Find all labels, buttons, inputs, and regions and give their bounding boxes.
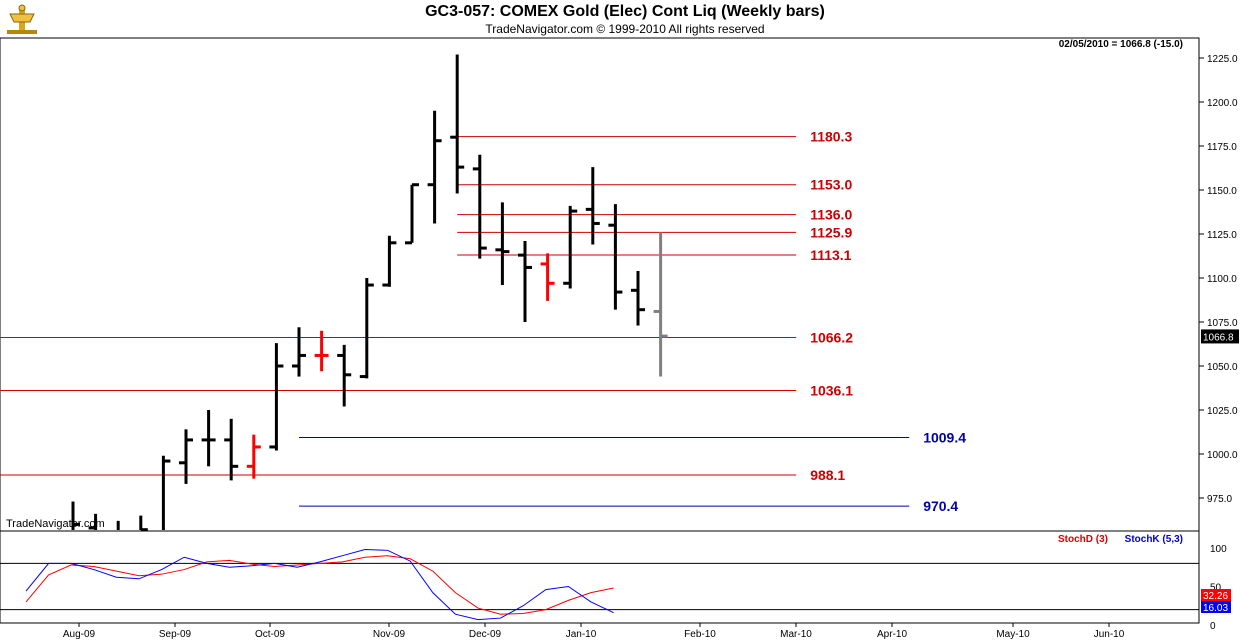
level-label: 1180.3: [810, 129, 852, 145]
level-label: 1113.1: [810, 247, 851, 263]
ohlc-bar: [427, 110, 442, 224]
price-tick-label: 1125.0: [1207, 230, 1237, 241]
date-tick-label: May-10: [996, 629, 1030, 640]
ohlc-bar: [269, 343, 284, 451]
ohlc-bar: [518, 241, 532, 322]
ohlc-bar: [246, 434, 261, 479]
ohlc-bar: [608, 204, 623, 310]
level-label: 988.1: [810, 467, 845, 483]
price-tick-label: 1150.0: [1207, 186, 1237, 197]
ohlc-bars: [71, 54, 668, 532]
date-tick-label: Feb-10: [684, 629, 716, 640]
stoch-tick-label: 50: [1210, 583, 1222, 594]
date-tick-label: Mar-10: [780, 629, 812, 640]
chart-title: GC3-057: COMEX Gold (Elec) Cont Liq (Wee…: [425, 3, 825, 20]
price-tick-label: 1075.0: [1207, 318, 1238, 329]
stoch-tick-label: 100: [1210, 544, 1227, 555]
ohlc-bar: [161, 455, 171, 530]
price-axis: 1225.0 1200.0 1175.0 1150.0 1125.0 1100.0 1075…: [1199, 54, 1239, 505]
ohlc-bar: [653, 232, 668, 377]
stochd-legend-label: StochD (3): [1058, 534, 1108, 545]
price-tick-label: 1100.0: [1207, 274, 1237, 285]
ohlc-bar: [631, 270, 645, 326]
tradenavigator-logo: [4, 4, 40, 36]
ohlc-bar: [71, 501, 80, 530]
current-price-tag: [1201, 329, 1239, 344]
price-tick-label: 975.0: [1207, 494, 1232, 505]
stoch-series-line: [25, 549, 614, 621]
ohlc-bar: [563, 205, 578, 289]
date-tick-label: Jan-10: [566, 629, 597, 640]
date-tick-label: Aug-09: [63, 629, 96, 640]
stoch-tick-label: 0: [1210, 621, 1216, 632]
ohlc-bar: [292, 327, 306, 377]
ohlc-bar: [405, 183, 419, 245]
price-tick-label: 1175.0: [1207, 142, 1237, 153]
stoch-value-label: 16.03: [1203, 603, 1228, 614]
date-tick-label: Apr-10: [877, 629, 907, 640]
level-label: 1036.1: [810, 382, 853, 398]
ohlc-bar: [359, 278, 374, 379]
ohlc-bar: [314, 330, 329, 372]
ohlc-bar: [201, 410, 216, 467]
ohlc-bar: [88, 513, 98, 530]
date-tick-label: Oct-09: [255, 629, 285, 640]
ohlc-bar: [495, 202, 510, 286]
level-label: 1125.9: [810, 224, 852, 240]
stoch-value-label: 32.26: [1203, 591, 1228, 602]
stoch-legend: StochD (3) StochK (5,3): [1058, 534, 1183, 545]
ohlc-bar: [585, 167, 600, 245]
level-label: 1153.0: [810, 177, 852, 193]
ohlc-bar: [472, 154, 487, 259]
ohlc-bar: [224, 418, 239, 481]
stoch-value-tag: [1201, 589, 1231, 601]
ohlc-bar: [450, 54, 465, 194]
date-tick-label: Jun-10: [1094, 629, 1125, 640]
level-label: 1136.0: [810, 207, 852, 223]
level-label: 1066.2: [810, 329, 853, 345]
price-tick-label: 1025.0: [1207, 406, 1238, 417]
last-quote-label: 02/05/2010 = 1066.8 (-15.0): [1059, 39, 1183, 50]
price-tick-label: 1000.0: [1207, 450, 1238, 461]
ohlc-bar: [540, 253, 555, 301]
stoch-value-tag: [1201, 601, 1231, 613]
date-tick-label: Nov-09: [373, 629, 406, 640]
current-price-label: 1066.8: [1203, 332, 1234, 343]
watermark: TradeNavigator.com: [6, 518, 105, 530]
level-label: 970.4: [923, 498, 958, 514]
level-label: 1009.4: [923, 429, 966, 445]
stochk-legend-label: StochK (5,3): [1125, 534, 1183, 545]
date-tick-label: Dec-09: [469, 629, 502, 640]
stoch-series-line: [25, 555, 614, 615]
chart-subtitle: TradeNavigator.com © 1999-2010 All right…: [485, 22, 765, 36]
date-tick-label: Sep-09: [159, 629, 192, 640]
price-tick-label: 1050.0: [1207, 362, 1238, 373]
ohlc-bar: [382, 235, 397, 287]
price-tick-label: 1225.0: [1207, 54, 1238, 65]
ohlc-bar: [337, 344, 352, 407]
ohlc-bar: [139, 515, 148, 532]
price-pane-frame: [0, 37, 1200, 532]
date-axis: Aug-09 Sep-09 Oct-09 Nov-09 Dec-09 Jan-10 Feb-…: [63, 623, 1125, 640]
ohlc-bar: [179, 429, 193, 484]
price-tick-label: 1200.0: [1207, 98, 1238, 109]
